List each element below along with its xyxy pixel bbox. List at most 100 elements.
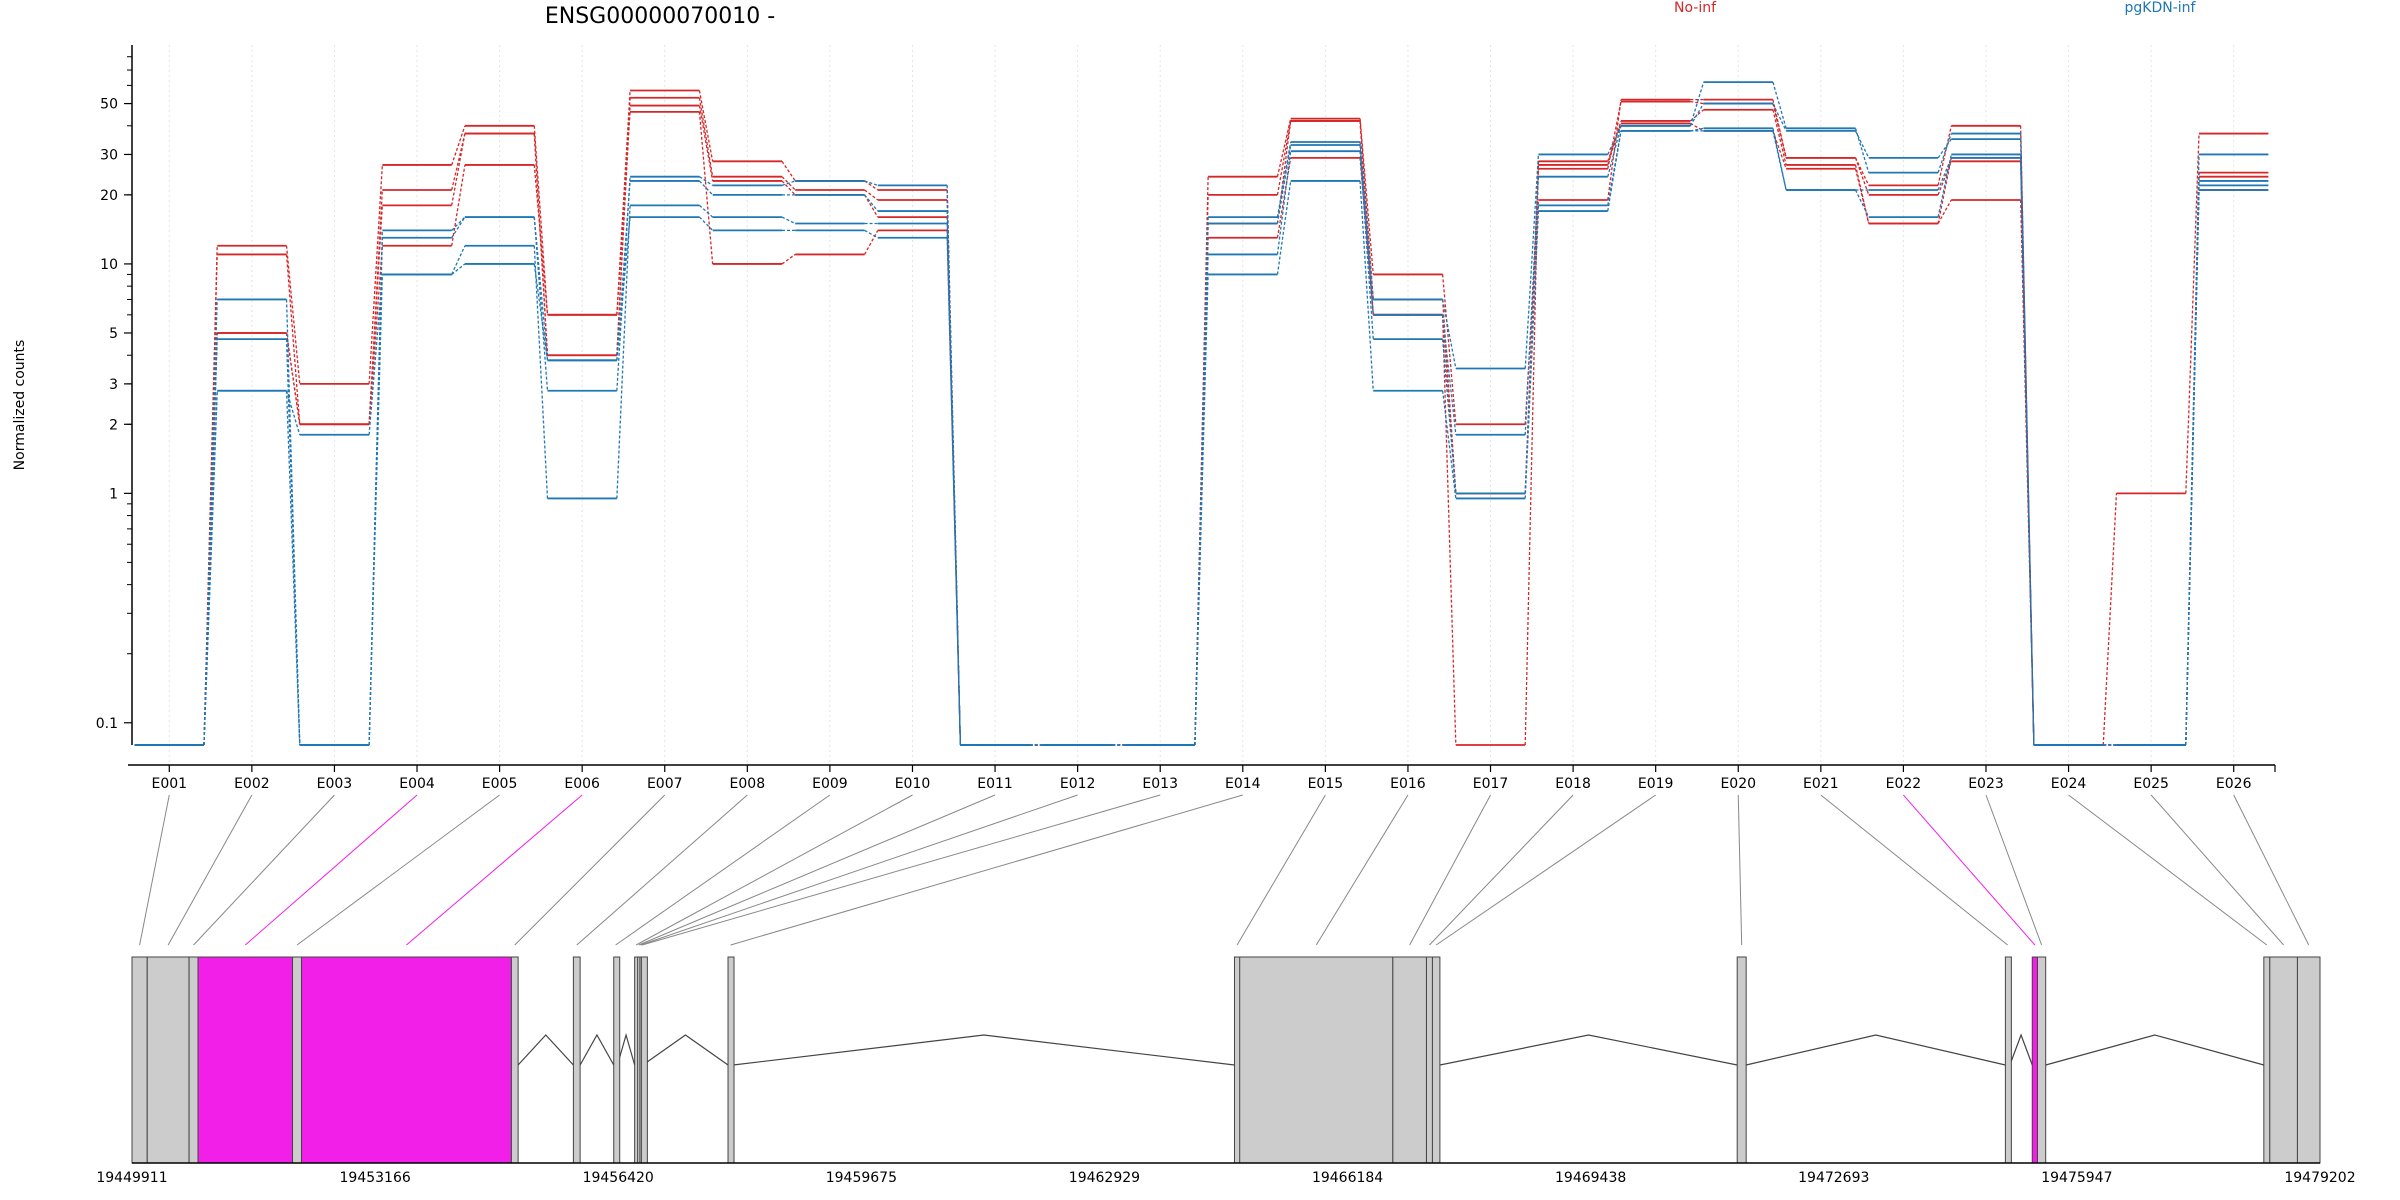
exon-transition — [1359, 151, 1374, 340]
exon-transition — [451, 133, 466, 206]
x-tick-label-e020: E020 — [1720, 776, 1756, 792]
exon-box-e006 — [300, 956, 512, 1164]
vertical-grid — [168, 45, 2235, 765]
x-tick-label-e012: E012 — [1060, 776, 1096, 792]
x-tick-label-e025: E025 — [2133, 776, 2169, 792]
exon-transition — [1194, 217, 1209, 746]
exon-transition — [2020, 157, 2035, 746]
exon-transition — [1937, 157, 1952, 191]
exon-transition — [203, 390, 218, 746]
exon-transition — [451, 216, 466, 231]
exon-transition — [781, 180, 796, 196]
exon-transition — [1441, 390, 1457, 499]
exon-transition — [1441, 339, 1457, 494]
x-tick-label-e001: E001 — [151, 776, 187, 792]
series-pgkdn-inf-6 — [134, 102, 2269, 746]
exon-transition — [1854, 157, 1870, 196]
connector-e016 — [1315, 794, 1409, 946]
exon-transition — [285, 245, 301, 384]
coordinate-label: 19469438 — [1555, 1170, 1626, 1186]
y-tick-label: 10 — [100, 257, 118, 273]
coordinate-label: 19462929 — [1069, 1170, 1140, 1186]
x-tick-label-e002: E002 — [234, 776, 270, 792]
exon-transition — [698, 105, 714, 182]
exon-transition — [1359, 144, 1374, 315]
intron-line — [2009, 1033, 2033, 1066]
exon-transition — [533, 263, 549, 361]
x-tick-label-e024: E024 — [2051, 776, 2087, 792]
connector-e006 — [406, 794, 583, 946]
exon-transition — [1276, 141, 1292, 218]
exon-transition — [1607, 120, 1622, 166]
x-tick-label-e010: E010 — [895, 776, 931, 792]
exon-transition — [2185, 133, 2200, 494]
exon-transition — [1359, 118, 1374, 275]
exon-transition — [451, 164, 466, 246]
exon-transition — [1441, 314, 1457, 746]
connector-e011 — [638, 794, 996, 946]
exon-transition — [1607, 125, 1622, 177]
coordinate-label: 19472693 — [1798, 1170, 1869, 1186]
exon-transition — [368, 164, 383, 384]
intron-line — [1746, 1034, 2006, 1066]
exon-transition — [781, 253, 796, 265]
connector-e022 — [1903, 794, 2036, 946]
exon-transition — [1359, 141, 1374, 300]
exon-transition — [1194, 274, 1209, 746]
exon-transition — [451, 245, 466, 275]
series-no-inf-2 — [134, 96, 2269, 746]
exon-transition — [2185, 189, 2200, 746]
connector-e026 — [2233, 794, 2310, 946]
legend: No-inf pgKDN-inf — [1674, 0, 2197, 16]
x-tick-label-e016: E016 — [1390, 776, 1426, 792]
series-no-inf-3 — [134, 104, 2269, 746]
x-tick-label-e022: E022 — [1886, 776, 1922, 792]
exon-transition — [864, 180, 879, 186]
exon-transition — [1854, 168, 1870, 224]
exon-transition — [864, 230, 879, 255]
exon-transition — [1524, 176, 1540, 435]
exon-box-e017 — [1392, 956, 1427, 1164]
series-no-inf-4 — [134, 110, 2269, 746]
exon-box-e018 — [1425, 956, 1433, 1164]
connector-e003 — [193, 794, 335, 946]
exon-box-e005 — [292, 956, 302, 1164]
x-tick-label-e017: E017 — [1473, 776, 1509, 792]
exon-box-e021 — [2004, 956, 2012, 1164]
intron-line — [2045, 1034, 2264, 1066]
connector-e020 — [1737, 794, 1743, 946]
intron-line — [1439, 1034, 1738, 1066]
exon-box-e019 — [1431, 956, 1441, 1164]
exon-transition — [285, 339, 301, 746]
exon-transition — [864, 229, 879, 239]
connector-e021 — [1820, 794, 2008, 946]
exon-transition — [698, 90, 714, 162]
x-tick-label-e026: E026 — [2216, 776, 2252, 792]
connector-e025 — [2150, 794, 2284, 946]
exon-transition — [616, 205, 631, 499]
connector-e007 — [514, 794, 666, 946]
exon-transition — [451, 125, 466, 166]
exon-transition — [864, 180, 879, 191]
exon-box-e016 — [1239, 956, 1394, 1164]
y-tick-label: 0.1 — [96, 716, 118, 732]
exon-box-e013 — [640, 956, 648, 1164]
exon-box-e004 — [197, 956, 294, 1164]
exon-transition — [1524, 211, 1540, 499]
exon-transition — [1524, 154, 1540, 369]
exon-transition — [1607, 130, 1622, 206]
exon-transition — [864, 194, 879, 212]
x-tick-label-e023: E023 — [1968, 776, 2004, 792]
exon-transition — [698, 216, 714, 231]
exon-transition — [368, 274, 383, 746]
exon-transition — [1441, 314, 1457, 435]
intron-line — [733, 1034, 1235, 1066]
exon-transition — [533, 217, 549, 361]
exon-transition — [1772, 103, 1787, 132]
x-tick-label-e003: E003 — [317, 776, 353, 792]
y-tick-label: 5 — [109, 326, 118, 342]
x-tick-label-e018: E018 — [1555, 776, 1591, 792]
x-tick-label-e008: E008 — [730, 776, 766, 792]
exon-transition — [2102, 493, 2118, 746]
exon-transition — [533, 245, 549, 499]
